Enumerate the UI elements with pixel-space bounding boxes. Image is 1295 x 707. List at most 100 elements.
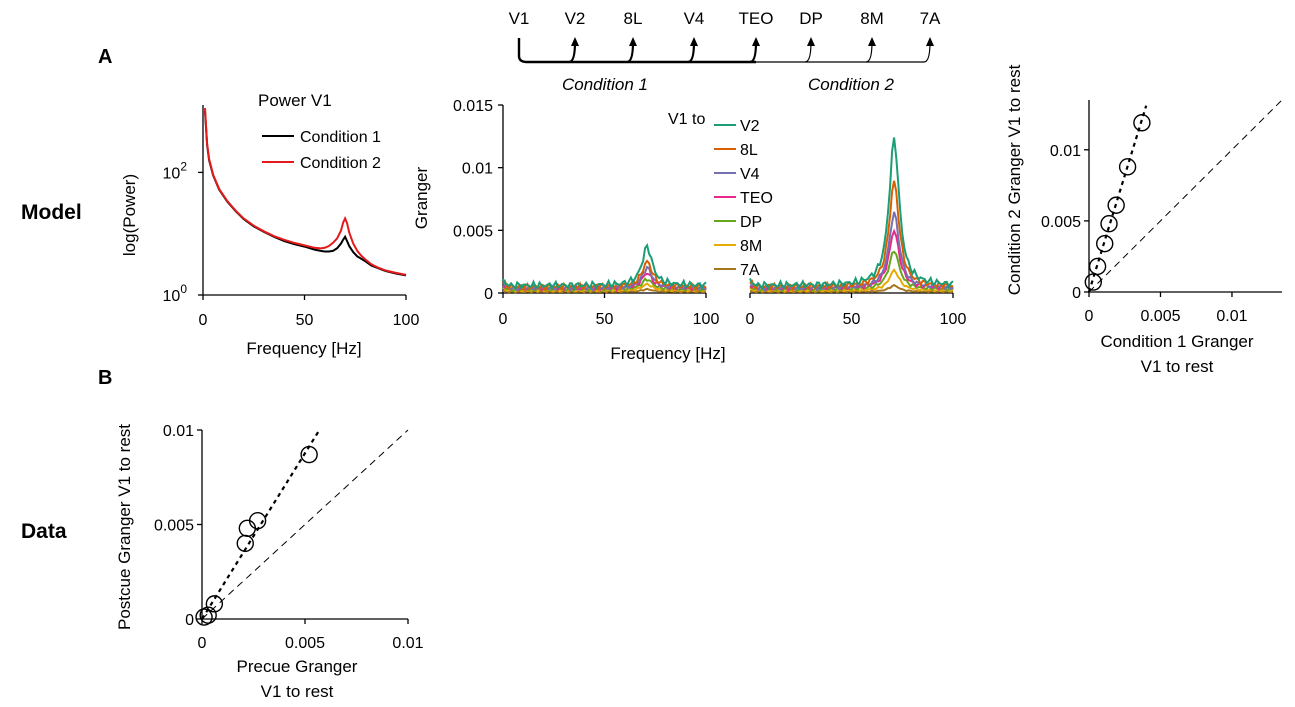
granger-chart: 0 0.005 0.01 0.015 0 50 100 0 50 100 Granger Freq… [412,98,966,363]
granger-x-tick-label: 100 [693,311,720,328]
scatter-model-chart: 00 0.005 0.005 0.01 0.01 Condition 1 Granger… [1005,64,1283,376]
power-x-tick-label: 0 [199,312,208,329]
scatter-data-axes: 00 0.005 0.005 0.01 0.01 [154,423,424,652]
scatter-model-identity-line [1088,99,1283,293]
scatter-data-identity-line [201,429,409,620]
granger-y-tick-label: 0.015 [453,98,493,115]
power-legend: Condition 1 Condition 2 [262,129,381,172]
granger-y-tick-label: 0 [484,286,493,303]
legend-label-condition-2: Condition 2 [300,155,381,172]
scatter-model-marks [1084,99,1283,293]
granger-line-v2-condition-2 [749,137,954,291]
row-label-model: Model [21,201,82,224]
granger-line-dp-condition-2 [749,250,954,293]
hierarchy-arrows [517,37,934,64]
scatter-data-x-tick-label: 0.01 [392,635,423,652]
scatter-data-xlabel-2: V1 to rest [261,682,334,701]
hierarchy-area-v1: V1 [509,9,530,28]
power-line-condition-2 [204,108,407,276]
power-series [204,108,407,277]
granger-x-tick-label: 50 [843,311,861,328]
hierarchy-arrowhead-dp [807,37,815,46]
panel-letter-a: A [98,46,112,68]
scatter-model-point [1100,215,1118,233]
scatter-model-point [1096,234,1114,253]
scatter-model-point [1088,257,1107,276]
granger-legend-label-teo: TEO [740,190,773,207]
scatter-data-fit-line [201,429,321,620]
hierarchy-arrowhead-8l [629,37,637,46]
granger-legend: V2 8L V4 TEO DP 8M 7A [714,118,773,279]
hierarchy-arrowhead-7a [926,37,934,46]
hierarchy-area-8l: 8L [624,9,643,28]
granger-x-tick-label: 50 [596,311,614,328]
granger-ylabel: Granger [412,166,431,229]
scatter-model-point [1084,273,1102,291]
granger-legend-label-8m: 8M [740,238,762,255]
hierarchy-area-v2: V2 [565,9,586,28]
hierarchy-area-v4: V4 [684,9,705,28]
granger-legend-label-v2: V2 [740,118,760,135]
scatter-data-marks [195,429,409,626]
scatter-model-point [1118,158,1137,176]
granger-line-v2-condition-1 [502,242,707,292]
row-label-data: Data [21,520,67,543]
scatter-model-axes: 00 0.005 0.005 0.01 0.01 [1041,100,1282,325]
scatter-model-x-tick-label: 0 [1085,308,1094,325]
power-ylabel: log(Power) [120,174,139,256]
condition-2-label: Condition 2 [808,75,895,94]
power-chart: 0 50 100 100 102 Power V1 Frequency [Hz] log… [120,91,419,358]
scatter-model-xlabel: Condition 1 Granger [1100,332,1253,351]
scatter-data-point [195,608,213,626]
scatter-model-xlabel-2: V1 to rest [1141,357,1214,376]
granger-line-dp-condition-1 [502,277,707,293]
power-x-tick-label: 50 [296,312,314,329]
hierarchy-arrowhead-v2 [571,37,579,46]
hierarchy-arrowhead-8m [868,37,876,46]
scatter-model-x-tick-label: 0.01 [1216,308,1247,325]
scatter-model-x-tick-label: 0.005 [1140,308,1180,325]
granger-legend-label-v4: V4 [740,166,760,183]
scatter-data-point [236,534,254,553]
granger-axes: 0 0.005 0.01 0.015 0 50 100 0 50 100 [453,98,966,328]
hierarchy-area-dp: DP [799,9,823,28]
scatter-data-y-tick-label: 0.01 [163,423,194,440]
power-x-tick-label: 100 [393,312,420,329]
granger-legend-label-8l: 8L [740,142,758,159]
scatter-data-x-tick-label: 0.005 [285,635,325,652]
scatter-model-fit-line [1087,105,1148,293]
scatter-data-y-tick-label: 0.005 [154,518,194,535]
granger-y-tick-label: 0.005 [453,223,493,240]
scatter-data-point [238,519,257,537]
scatter-model-point [1133,114,1151,132]
scatter-model-point [1107,196,1125,214]
scatter-model-y-tick-label: 0 [1072,285,1081,302]
condition-1-label: Condition 1 [562,75,648,94]
hierarchy-baseline-bold [517,38,756,64]
hierarchy-area-labels: V1 V2 8L V4 TEO DP 8M 7A [509,9,941,28]
hierarchy-arrowhead-teo [752,37,760,46]
hierarchy-area-8m: 8M [860,9,884,28]
hierarchy-area-teo: TEO [739,9,774,28]
granger-legend-title: V1 to [668,111,705,128]
granger-xlabel: Frequency [Hz] [610,344,725,363]
granger-series [502,137,954,294]
scatter-model-y-tick-label: 0.01 [1050,143,1081,160]
granger-line-8l-condition-2 [749,180,954,292]
power-y-tick-label: 100 [163,282,188,305]
power-title: Power V1 [258,91,332,110]
granger-legend-label-7a: 7A [740,262,760,279]
scatter-data-chart: 00 0.005 0.005 0.01 0.01 Precue Granger V1 t… [115,423,424,701]
scatter-model-ylabel: Condition 2 Granger V1 to rest [1005,64,1024,295]
scatter-data-y-tick-label: 0 [185,612,194,629]
granger-x-tick-label: 100 [940,311,967,328]
scatter-model-y-tick-label: 0.005 [1041,214,1081,231]
granger-x-tick-label: 0 [499,311,508,328]
scatter-data-xlabel: Precue Granger [237,657,358,676]
power-xlabel: Frequency [Hz] [246,339,361,358]
hierarchy-area-7a: 7A [920,9,941,28]
power-y-tick-label: 102 [163,159,188,182]
scatter-data-x-tick-label: 0 [198,635,207,652]
granger-y-tick-label: 0.01 [462,161,493,178]
